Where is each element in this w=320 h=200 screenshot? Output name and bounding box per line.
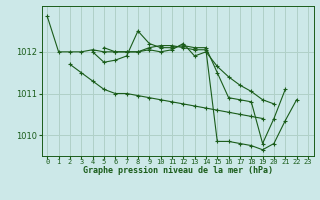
X-axis label: Graphe pression niveau de la mer (hPa): Graphe pression niveau de la mer (hPa) bbox=[83, 166, 273, 175]
